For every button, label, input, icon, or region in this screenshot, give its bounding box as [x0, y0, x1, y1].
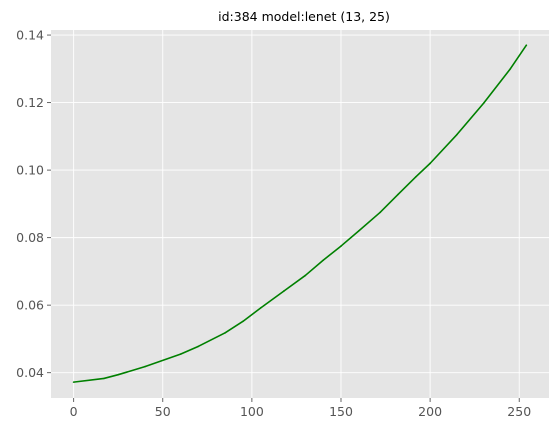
data-point: [117, 373, 119, 376]
series-group: [72, 44, 528, 383]
chart-title: id:384 model:lenet (13, 25): [218, 9, 390, 24]
x-tick-label: 200: [418, 404, 442, 419]
data-point: [397, 193, 399, 196]
y-tick-label: 0.10: [16, 163, 44, 178]
data-point: [144, 365, 146, 368]
data-point: [525, 44, 528, 46]
data-point: [509, 68, 512, 70]
y-tick-label: 0.12: [16, 95, 44, 110]
data-point: [415, 176, 417, 178]
data-point: [242, 320, 244, 323]
y-axis: 0.04 0.06 0.08 0.10 0.12 0.14: [16, 28, 51, 380]
x-tick-label: 100: [240, 404, 264, 419]
data-point: [72, 381, 75, 383]
data-point: [358, 230, 360, 232]
data-point: [456, 133, 458, 136]
y-tick-label: 0.06: [16, 298, 44, 313]
grid-lines: [51, 30, 549, 398]
data-point: [259, 307, 262, 309]
data-point: [379, 211, 382, 214]
data-point: [322, 259, 324, 262]
data-point: [224, 332, 226, 334]
data-point: [197, 345, 200, 348]
x-tick-label: 150: [329, 404, 353, 419]
x-tick-label: 50: [155, 404, 171, 419]
plot-area: [51, 30, 549, 398]
data-point: [482, 102, 485, 105]
y-tick-label: 0.14: [16, 28, 44, 43]
data-point: [103, 377, 105, 380]
x-tick-label: 0: [70, 404, 78, 419]
data-point: [304, 274, 307, 277]
x-tick-label: 250: [507, 404, 531, 419]
data-point: [429, 162, 431, 165]
series-line: [73, 44, 528, 383]
y-tick-label: 0.08: [16, 230, 44, 245]
data-point: [340, 245, 342, 247]
x-axis: 0 50 100 150 200 250: [70, 398, 531, 419]
data-point: [283, 290, 285, 292]
data-point: [179, 353, 182, 355]
y-tick-label: 0.04: [16, 365, 44, 380]
